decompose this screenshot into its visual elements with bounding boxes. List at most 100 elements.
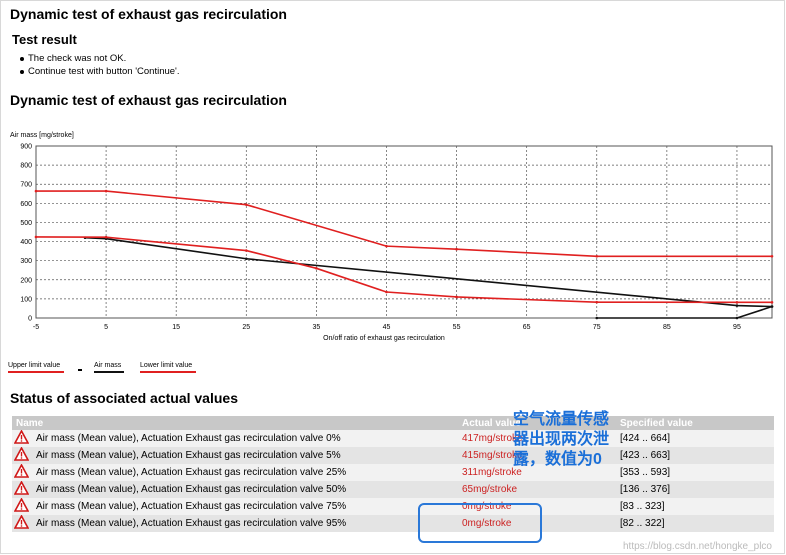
table-row[interactable]: Air mass (Mean value), Actuation Exhaust… xyxy=(12,480,774,498)
legend-upper-label: Upper limit value xyxy=(8,362,61,369)
data-point xyxy=(455,247,458,251)
row-name: Air mass (Mean value), Actuation Exhaust… xyxy=(32,447,458,464)
legend-airmass: Air mass xyxy=(94,362,124,373)
bullet-item: The check was not OK. xyxy=(20,52,180,65)
plot-area xyxy=(35,145,773,319)
x-tick-label: 35 xyxy=(312,324,320,331)
legend-lower-swatch xyxy=(140,371,196,373)
col-name[interactable]: Name xyxy=(12,416,458,430)
table-header-row: Name Actual value Specified value xyxy=(12,416,774,430)
data-point xyxy=(315,267,318,270)
x-tick-label: 25 xyxy=(242,324,250,331)
row-actual-value: 311mg/stroke xyxy=(458,464,616,481)
row-actual-value: 65mg/stroke xyxy=(458,481,616,498)
watermark: https://blog.csdn.net/hongke_plco xyxy=(623,541,772,552)
row-actual-value: 0mg/stroke xyxy=(458,515,616,532)
bullet-item: Continue test with button 'Continue'. xyxy=(20,65,180,78)
data-point xyxy=(595,316,599,320)
row-name: Air mass (Mean value), Actuation Exhaust… xyxy=(32,498,458,515)
legend-airmass-label: Air mass xyxy=(94,362,122,369)
data-point xyxy=(595,254,599,258)
legend-upper-swatch xyxy=(8,371,64,373)
chart-legend: Upper limit value Air mass Lower limit v… xyxy=(8,362,212,373)
x-tick-label: 45 xyxy=(383,324,391,331)
data-point xyxy=(104,235,108,239)
table-row[interactable]: Air mass (Mean value), Actuation Exhaust… xyxy=(12,463,774,481)
warning-icon xyxy=(12,480,32,498)
y-tick-label: 900 xyxy=(20,144,32,151)
table-row[interactable]: Air mass (Mean value), Actuation Exhaust… xyxy=(12,446,774,464)
x-axis-label: On/off ratio of exhaust gas recirculatio… xyxy=(323,335,445,342)
highlight-box xyxy=(418,503,542,543)
data-point xyxy=(34,235,38,239)
x-tick-label: 15 xyxy=(172,324,180,331)
bullet-text: Continue test with button 'Continue'. xyxy=(28,66,180,77)
test-result-list: The check was not OK. Continue test with… xyxy=(20,52,180,78)
warning-icon xyxy=(12,497,32,515)
x-tick-label: 95 xyxy=(733,324,741,331)
annotation-text: 空气流量传感器出现两次泄露，数值为0 xyxy=(513,411,610,468)
data-point xyxy=(244,203,248,206)
row-name: Air mass (Mean value), Actuation Exhaust… xyxy=(32,481,458,498)
warning-icon xyxy=(12,463,32,481)
col-specified[interactable]: Specified value xyxy=(616,416,774,430)
warning-icon xyxy=(12,446,32,464)
data-point xyxy=(770,254,774,258)
data-point xyxy=(735,304,739,307)
row-specified-value: [82 .. 322] xyxy=(616,515,774,532)
row-specified-value: [353 .. 593] xyxy=(616,464,774,481)
x-tick-label: 85 xyxy=(663,324,671,331)
y-tick-label: 600 xyxy=(20,201,32,208)
test-result-heading: Test result xyxy=(12,32,77,47)
data-point xyxy=(244,257,248,261)
legend-airmass-swatch xyxy=(94,371,124,373)
bullet-icon xyxy=(20,56,24,61)
data-point xyxy=(770,305,774,308)
data-point xyxy=(735,316,739,320)
row-name: Air mass (Mean value), Actuation Exhaust… xyxy=(32,515,458,532)
row-specified-value: [83 .. 323] xyxy=(616,498,774,515)
table-row[interactable]: Air mass (Mean value), Actuation Exhaust… xyxy=(12,429,774,447)
bullet-text: The check was not OK. xyxy=(28,53,127,64)
x-tick-label: 5 xyxy=(104,324,108,331)
legend-lower: Lower limit value xyxy=(140,362,196,373)
table-row[interactable]: Air mass (Mean value), Actuation Exhaust… xyxy=(12,497,774,515)
y-tick-label: 300 xyxy=(20,258,32,265)
status-table: Name Actual value Specified value Air ma… xyxy=(12,416,774,532)
y-tick-label: 800 xyxy=(20,163,32,170)
row-name: Air mass (Mean value), Actuation Exhaust… xyxy=(32,430,458,447)
table-row[interactable]: Air mass (Mean value), Actuation Exhaust… xyxy=(12,514,774,532)
y-tick-label: 500 xyxy=(20,220,32,227)
y-tick-label: 400 xyxy=(20,239,32,246)
warning-icon xyxy=(12,429,32,447)
y-tick-label: 200 xyxy=(20,277,32,284)
row-specified-value: [136 .. 376] xyxy=(616,481,774,498)
air-mass-chart: -5 5 15 25 35 45 55 65 75 85 95 0 100 200 300 400 500 600… xyxy=(10,132,774,342)
row-actual-value: 417mg/stroke xyxy=(458,430,616,447)
x-tick-label: 55 xyxy=(453,324,461,331)
row-specified-value: [423 .. 663] xyxy=(616,447,774,464)
y-tick-label: 100 xyxy=(20,296,32,303)
y-tick-label: 700 xyxy=(20,182,32,189)
legend-lower-label: Lower limit value xyxy=(140,362,193,369)
legend-upper: Upper limit value xyxy=(8,362,64,373)
y-tick-label: 0 xyxy=(28,316,32,323)
y-axis-label: Air mass [mg/stroke] xyxy=(10,132,74,139)
row-specified-value: [424 .. 664] xyxy=(616,430,774,447)
warning-icon xyxy=(12,514,32,532)
row-actual-value: 415mg/stroke xyxy=(458,447,616,464)
x-tick-label: 75 xyxy=(593,324,601,331)
page-title: Dynamic test of exhaust gas recirculatio… xyxy=(10,6,287,22)
status-title: Status of associated actual values xyxy=(10,390,238,406)
data-point xyxy=(244,249,248,252)
x-tick-label: -5 xyxy=(33,324,39,331)
data-point xyxy=(595,300,599,304)
row-name: Air mass (Mean value), Actuation Exhaust… xyxy=(32,464,458,481)
data-point xyxy=(455,295,458,299)
data-point xyxy=(735,301,739,304)
bullet-icon xyxy=(20,69,24,74)
col-actual[interactable]: Actual value xyxy=(458,416,616,430)
data-point xyxy=(385,244,388,248)
data-point xyxy=(385,290,388,294)
